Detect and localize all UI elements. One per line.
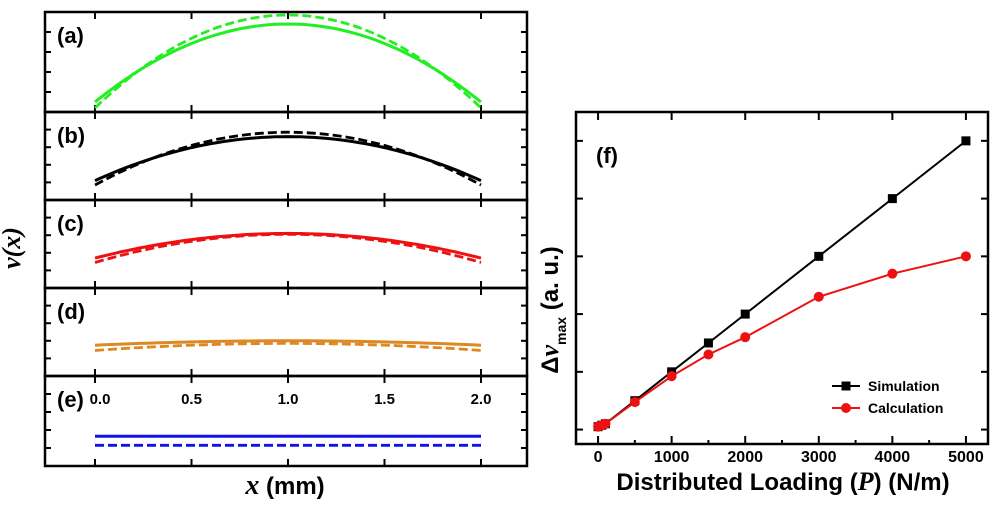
- left-y-axis-label: v(x): [0, 227, 26, 269]
- legend-marker: [841, 403, 851, 413]
- legend-label: Calculation: [868, 400, 943, 416]
- data-point-calculation: [703, 349, 714, 360]
- x-tick-label: 1.5: [374, 391, 395, 408]
- panel-label: (e): [57, 387, 84, 412]
- x-tick-label: 2000: [727, 449, 763, 466]
- panel-label-f: (f): [596, 143, 618, 168]
- chart-frame: [574, 110, 990, 446]
- panel-label: (c): [57, 211, 84, 236]
- right-x-axis-label: Distributed Loading (P) (N/m): [616, 467, 949, 496]
- panel-label: (a): [57, 23, 84, 48]
- x-tick-label: 0.0: [90, 391, 111, 408]
- x-tick-label: 1000: [654, 449, 690, 466]
- dashed-curve: [94, 13, 482, 110]
- legend-label: Simulation: [868, 378, 940, 394]
- x-tick-label: 4000: [875, 449, 911, 466]
- x-tick-label: 0.5: [181, 391, 202, 408]
- data-point-simulation: [703, 338, 713, 348]
- panel-label: (b): [57, 123, 85, 148]
- right-y-axis-label: Δvmax (a. u.): [535, 246, 569, 374]
- x-tick-label: 0: [594, 449, 603, 466]
- panel-label: (d): [57, 299, 85, 324]
- solid-curve: [94, 22, 482, 104]
- dashed-curve: [94, 232, 482, 264]
- left-x-axis-label: x (mm): [244, 470, 324, 501]
- data-point-simulation: [887, 194, 897, 204]
- data-point-calculation: [960, 251, 971, 262]
- x-tick-label: 2.0: [471, 391, 492, 408]
- panel-frame: [43, 374, 529, 468]
- x-tick-label: 5000: [948, 449, 984, 466]
- data-point-simulation: [740, 309, 750, 319]
- solid-curve: [94, 339, 482, 347]
- panel-frame: [43, 286, 529, 378]
- solid-curve: [94, 231, 482, 260]
- legend-marker: [841, 381, 851, 391]
- data-point-calculation: [666, 371, 677, 382]
- max-deflection-chart: 0 1000 2000 3000 4000 5000 (f) Simulation Calcul…: [574, 110, 990, 466]
- data-point-calculation: [813, 291, 824, 302]
- data-point-simulation: [814, 251, 824, 261]
- data-point-calculation: [887, 268, 898, 279]
- deflection-panels-chart: (a) (b) (c) (d) (e) 0.0 0.5 1.0 1.5 2.0: [43, 10, 529, 468]
- x-tick-label: 1.0: [278, 391, 299, 408]
- panel-frame: [43, 198, 529, 290]
- x-tick-label: 3000: [801, 449, 837, 466]
- data-point-calculation: [629, 397, 640, 408]
- panel-frame: [43, 10, 529, 114]
- dashed-curve: [94, 130, 482, 187]
- data-point-simulation: [961, 136, 971, 146]
- data-point-calculation: [740, 332, 751, 343]
- panel-frame: [43, 110, 529, 202]
- data-point-calculation: [600, 418, 611, 429]
